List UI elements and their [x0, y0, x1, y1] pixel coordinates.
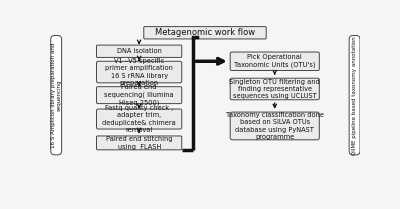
Text: Fastq quality check ,
adapter trim,
deduplicate& chimera
removal: Fastq quality check , adapter trim, dedu…: [102, 105, 176, 133]
FancyBboxPatch shape: [349, 36, 360, 155]
FancyBboxPatch shape: [96, 87, 182, 104]
Text: V1 –V5 specific
primer amplification
16 S rRNA library
preparation: V1 –V5 specific primer amplification 16 …: [105, 58, 173, 86]
FancyBboxPatch shape: [96, 109, 182, 129]
FancyBboxPatch shape: [230, 52, 319, 70]
FancyBboxPatch shape: [230, 112, 319, 140]
Text: DNA isolation: DNA isolation: [117, 48, 162, 54]
FancyBboxPatch shape: [230, 78, 319, 100]
Text: Pick Operational
Taxonomic Units (OTU's): Pick Operational Taxonomic Units (OTU's): [234, 54, 316, 68]
Text: 16 S Amplicon library preparation and
sequencing: 16 S Amplicon library preparation and se…: [50, 42, 62, 148]
FancyBboxPatch shape: [96, 61, 182, 83]
Text: Metagenomic work flow: Metagenomic work flow: [155, 28, 255, 37]
FancyBboxPatch shape: [96, 45, 182, 57]
Text: Paired end stitching
using  FLASH: Paired end stitching using FLASH: [106, 136, 172, 149]
Text: Paired end
sequencing( Illumina
Hiseq 2500): Paired end sequencing( Illumina Hiseq 25…: [104, 84, 174, 106]
Text: QIIME pipeline based taxonomy annotation: QIIME pipeline based taxonomy annotation: [352, 36, 357, 154]
Text: Taxonomy classification done
based on SILVA OTUs
database using PyNAST
programme: Taxonomy classification done based on SI…: [226, 112, 324, 140]
FancyBboxPatch shape: [51, 36, 62, 155]
FancyBboxPatch shape: [144, 27, 266, 39]
Text: Singleton OTU filtering and
finding representative
sequences using UCLUST: Singleton OTU filtering and finding repr…: [229, 79, 320, 99]
FancyBboxPatch shape: [96, 136, 182, 150]
